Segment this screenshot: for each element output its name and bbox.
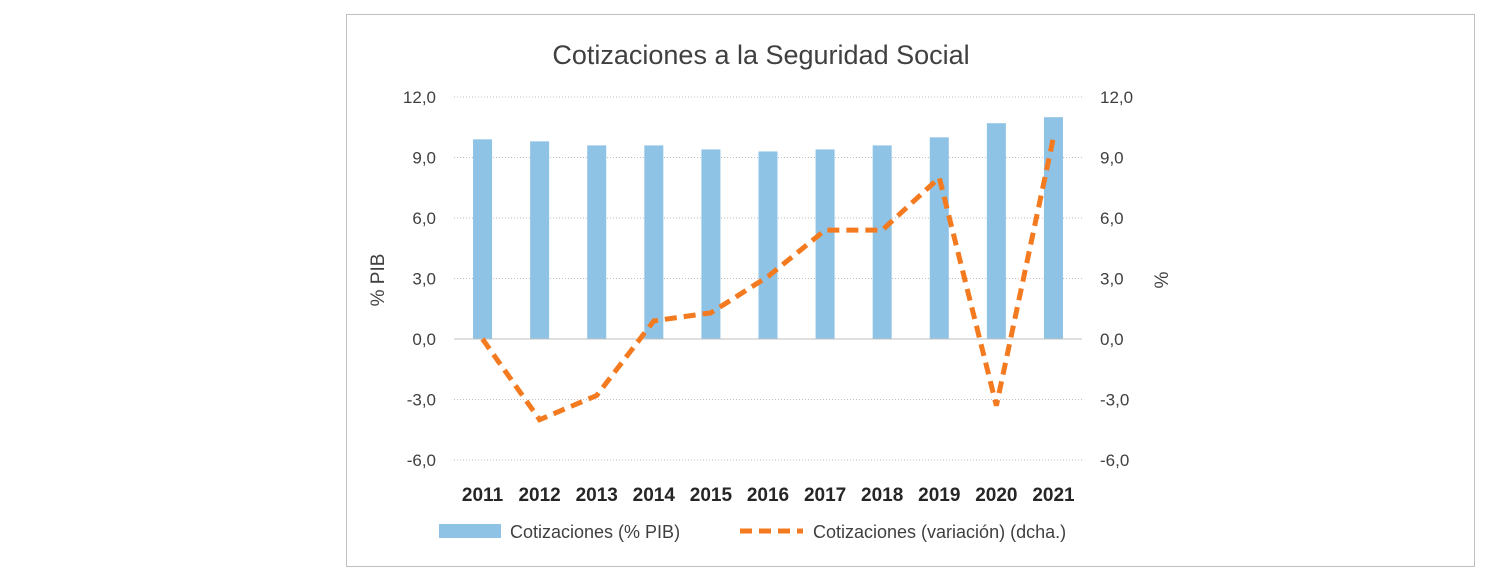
- bar-2021: [1043, 117, 1063, 340]
- left-tick-label: -3,0: [407, 391, 436, 410]
- left-tick-label: 0,0: [412, 330, 436, 349]
- left-tick-label: 12,0: [403, 88, 436, 107]
- right-tick-label: 9,0: [1100, 149, 1124, 168]
- bar-2017: [815, 149, 835, 339]
- legend-bar-label: Cotizaciones (% PIB): [510, 522, 680, 542]
- left-tick-label: -6,0: [407, 451, 436, 470]
- left-tick-label: 3,0: [412, 270, 436, 289]
- bar-2015: [701, 149, 721, 339]
- bar-2013: [587, 145, 607, 339]
- legend: Cotizaciones (% PIB) Cotizaciones (varia…: [439, 522, 1066, 542]
- category-labels: 2011 2012 2013 2014 2015 2016 2017 2018 2019 2020…: [462, 485, 1075, 506]
- category-label: 2013: [576, 485, 618, 506]
- right-tick-label: 0,0: [1100, 330, 1124, 349]
- category-label: 2014: [633, 485, 676, 506]
- left-tick-label: 9,0: [412, 149, 436, 168]
- bar-2016: [758, 151, 778, 339]
- right-axis-title: %: [1152, 271, 1173, 288]
- left-axis: -6,0 -3,0 0,0 3,0 6,0 9,0 12,0: [403, 88, 436, 470]
- right-tick-label: 6,0: [1100, 209, 1124, 228]
- category-label: 2019: [918, 485, 960, 506]
- right-tick-label: 12,0: [1100, 88, 1133, 107]
- category-label: 2011: [462, 485, 504, 506]
- right-tick-label: 3,0: [1100, 270, 1124, 289]
- category-label: 2016: [747, 485, 789, 506]
- category-label: 2020: [975, 485, 1017, 506]
- category-label: 2017: [804, 485, 846, 506]
- bar-series: [473, 117, 1063, 340]
- legend-bar-swatch: [439, 524, 501, 538]
- bar-2014: [644, 145, 664, 339]
- left-axis-title: % PIB: [368, 254, 389, 307]
- category-label: 2021: [1032, 485, 1075, 506]
- category-label: 2015: [690, 485, 733, 506]
- chart-title: Cotizaciones a la Seguridad Social: [552, 40, 969, 70]
- chart-frame: [346, 14, 1475, 567]
- category-label: 2018: [861, 485, 903, 506]
- right-tick-label: -3,0: [1100, 391, 1129, 410]
- right-axis: -6,0 -3,0 0,0 3,0 6,0 9,0 12,0: [1100, 88, 1133, 470]
- bar-2018: [872, 145, 892, 339]
- bar-2019: [929, 137, 949, 339]
- bar-2012: [530, 141, 550, 339]
- left-tick-label: 6,0: [412, 209, 436, 228]
- bar-2020: [986, 123, 1006, 339]
- legend-line-label: Cotizaciones (variación) (dcha.): [813, 522, 1066, 542]
- line-series-points: [482, 137, 1054, 420]
- category-label: 2012: [518, 485, 560, 506]
- bar-2011: [473, 139, 493, 339]
- right-tick-label: -6,0: [1100, 451, 1129, 470]
